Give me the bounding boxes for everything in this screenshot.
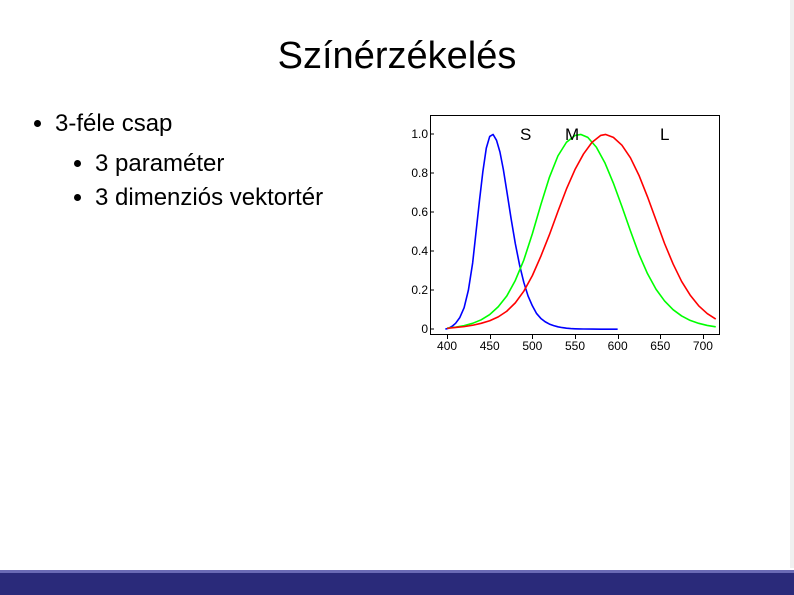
x-tick-mark <box>447 335 448 339</box>
y-tick-label: 0.6 <box>392 205 428 219</box>
y-tick-mark <box>430 173 434 174</box>
x-tick-mark <box>660 335 661 339</box>
y-tick-label: 0.8 <box>392 166 428 180</box>
x-tick-mark <box>575 335 576 339</box>
series-label-m: M <box>565 125 579 145</box>
y-tick-label: 0.2 <box>392 283 428 297</box>
content-block: 3-féle csap 3 paraméter 3 dimenziós vekt… <box>30 110 400 220</box>
x-tick-label: 550 <box>555 339 595 353</box>
bullet-sub1: 3 paraméter <box>95 150 400 178</box>
x-tick-label: 600 <box>598 339 638 353</box>
x-tick-label: 500 <box>512 339 552 353</box>
y-tick-label: 1.0 <box>392 127 428 141</box>
x-tick-label: 650 <box>640 339 680 353</box>
x-tick-mark <box>490 335 491 339</box>
y-tick-mark <box>430 212 434 213</box>
y-tick-label: 0.4 <box>392 244 428 258</box>
y-tick-mark <box>430 134 434 135</box>
bullet-main-text: 3-féle csap <box>55 110 172 137</box>
bullet-sub1-text: 3 paraméter <box>95 150 224 177</box>
series-label-l: L <box>660 125 669 145</box>
decorative-right-edge <box>790 0 794 595</box>
x-tick-label: 700 <box>683 339 723 353</box>
y-tick-mark <box>430 251 434 252</box>
bullet-sub2-text: 3 dimenziós vektortér <box>95 184 323 211</box>
y-tick-mark <box>430 290 434 291</box>
footer-blue-band <box>0 573 794 595</box>
series-label-s: S <box>520 125 531 145</box>
x-tick-label: 400 <box>427 339 467 353</box>
footer <box>0 567 794 595</box>
x-tick-mark <box>703 335 704 339</box>
x-tick-mark <box>532 335 533 339</box>
y-tick-label: 0 <box>392 322 428 336</box>
x-tick-label: 450 <box>470 339 510 353</box>
chart-svg <box>390 105 730 365</box>
bullet-main: 3-féle csap 3 paraméter 3 dimenziós vekt… <box>55 110 400 212</box>
cone-sensitivity-chart: S M L 0 0.2 0.4 0.6 0.8 1.0 400450500550600650… <box>390 105 730 365</box>
slide-title: Színérzékelés <box>0 35 794 78</box>
x-tick-mark <box>618 335 619 339</box>
bullet-sub2: 3 dimenziós vektortér <box>95 184 400 212</box>
y-tick-mark <box>430 329 434 330</box>
